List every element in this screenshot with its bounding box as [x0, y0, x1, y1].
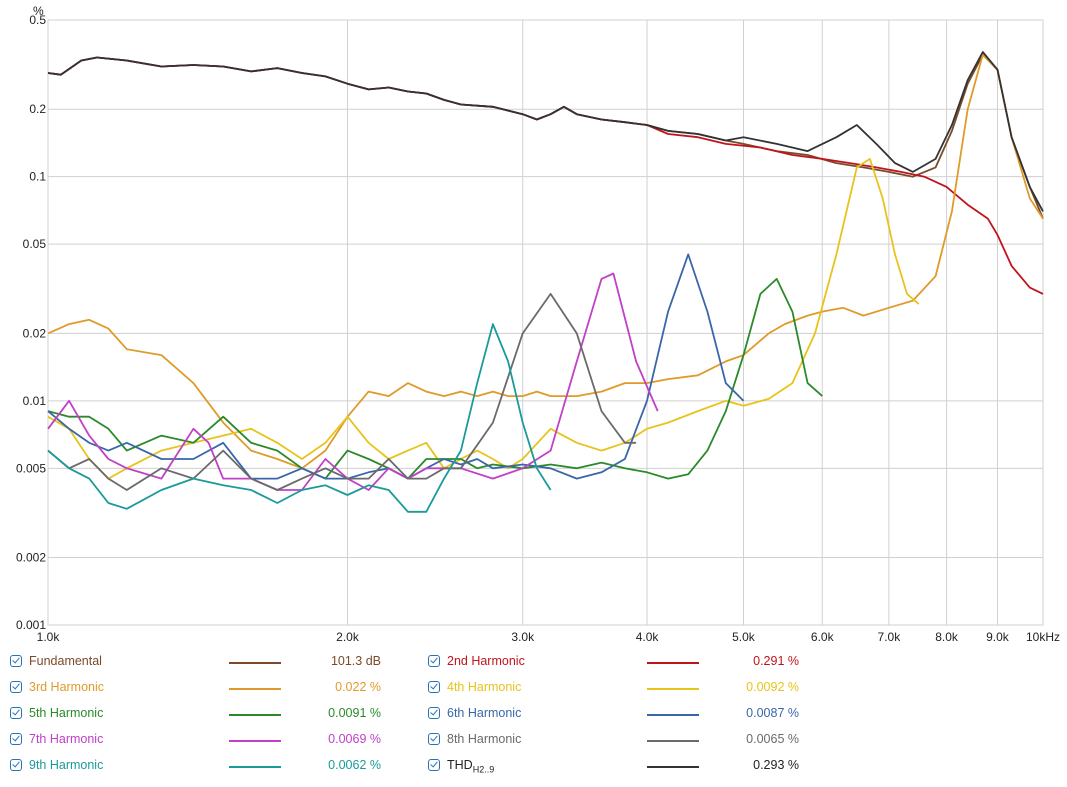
legend-label: 2nd Harmonic [447, 654, 525, 668]
y-tick-label: 0.5 [29, 13, 46, 27]
legend-label: 8th Harmonic [447, 732, 521, 746]
legend-item-2nd-harmonic: 2nd Harmonic 0.291 % [428, 652, 801, 674]
series-line-9th-harmonic [47, 323, 552, 513]
legend-item-5th-harmonic: 5th Harmonic 0.0091 % [10, 704, 383, 726]
legend-label-text: 8th Harmonic [447, 732, 522, 746]
legend-swatch [229, 766, 281, 768]
x-tick-label: 8.0k [935, 630, 959, 644]
x-tick-label: 4.0k [636, 630, 660, 644]
x-tick-label: 2.0k [336, 630, 360, 644]
x-tick-label: 5.0k [732, 630, 756, 644]
y-tick-label: 0.01 [23, 394, 47, 408]
y-tick-label: 0.05 [23, 237, 47, 251]
legend-item-thd: THDH2..9 0.293 % [428, 756, 801, 778]
legend-item-4th-harmonic: 4th Harmonic 0.0092 % [428, 678, 801, 700]
legend-value: 0.291 % [753, 654, 799, 668]
legend-swatch [229, 662, 281, 664]
x-tick-label: 6.0k [811, 630, 835, 644]
legend-item-9th-harmonic: 9th Harmonic 0.0062 % [10, 756, 383, 778]
x-tick-label: 3.0k [511, 630, 535, 644]
legend-label-subscript: H2..9 [472, 764, 495, 775]
legend-label: THDH2..9 [447, 758, 494, 775]
legend-value: 0.293 % [753, 758, 799, 772]
legend-item-7th-harmonic: 7th Harmonic 0.0069 % [10, 730, 383, 752]
series-line-5th-harmonic [47, 278, 823, 480]
y-tick-label: 0.1 [29, 170, 46, 184]
legend-value: 101.3 dB [330, 654, 381, 668]
legend-label-text: 6th Harmonic [447, 706, 522, 720]
grid [47, 19, 1044, 626]
legend-label: 4th Harmonic [447, 680, 521, 694]
legend-label-text: 2nd Harmonic [447, 654, 525, 668]
legend-label-text: 7th Harmonic [29, 732, 104, 746]
legend-label: 7th Harmonic [29, 732, 103, 746]
legend-value: 0.0091 % [328, 706, 381, 720]
series-line-4th-harmonic [47, 158, 920, 480]
series-lines [47, 51, 1044, 513]
legend-checkbox-thd[interactable] [428, 759, 440, 771]
y-tick-label: 0.005 [16, 461, 46, 475]
legend-label: 9th Harmonic [29, 758, 103, 772]
legend-checkbox-fundamental[interactable] [10, 655, 22, 667]
legend-label: 5th Harmonic [29, 706, 103, 720]
legend-item-8th-harmonic: 8th Harmonic 0.0065 % [428, 730, 801, 752]
legend-label-text: 9th Harmonic [29, 758, 104, 772]
x-tick-label: 10kHz [1026, 630, 1060, 644]
legend-swatch [647, 740, 699, 742]
y-tick-label: 0.001 [16, 618, 46, 632]
series-line-3rd-harmonic [47, 53, 1044, 470]
legend-checkbox-8th-harmonic[interactable] [428, 733, 440, 745]
series-line-7th-harmonic [47, 272, 659, 491]
legend-checkbox-5th-harmonic[interactable] [10, 707, 22, 719]
y-axis-unit: % [33, 4, 44, 18]
x-tick-label: 7.0k [878, 630, 902, 644]
legend-label-text: 5th Harmonic [29, 706, 104, 720]
series-line-thd [47, 51, 1044, 212]
legend-label-text: 3rd Harmonic [29, 680, 105, 694]
legend-checkbox-4th-harmonic[interactable] [428, 681, 440, 693]
legend-swatch [229, 714, 281, 716]
axis-ticks: 1.0k 2.0k 3.0k 4.0k 5.0k 6.0k 7.0k 8.0k 9.0k 10kH… [16, 4, 1060, 644]
y-tick-label: 0.002 [16, 551, 46, 565]
legend-label: 3rd Harmonic [29, 680, 104, 694]
legend-label-text: 4th Harmonic [447, 680, 522, 694]
legend-swatch [647, 766, 699, 768]
legend-label-text: THD [447, 758, 473, 772]
series-line-8th-harmonic [47, 293, 637, 491]
y-tick-label: 0.02 [23, 326, 47, 340]
legend-value: 0.0062 % [328, 758, 381, 772]
distortion-chart: 1.0k 2.0k 3.0k 4.0k 5.0k 6.0k 7.0k 8.0k 9.0k 10kH… [16, 4, 1060, 644]
legend-label: Fundamental [29, 654, 102, 668]
x-tick-label: 1.0k [37, 630, 61, 644]
legend-value: 0.0092 % [746, 680, 799, 694]
legend-swatch [647, 714, 699, 716]
series-line-2nd-harmonic [47, 56, 1044, 295]
legend-value: 0.0069 % [328, 732, 381, 746]
legend-label-text: Fundamental [29, 654, 102, 668]
plot-frame [47, 19, 1044, 626]
legend-item-3rd-harmonic: 3rd Harmonic 0.022 % [10, 678, 383, 700]
legend-swatch [647, 688, 699, 690]
legend: Fundamental 101.3 dB 2nd Harmonic 0.291 % 3r… [0, 652, 1067, 787]
legend-value: 0.022 % [335, 680, 381, 694]
series-line-fundamental [47, 53, 1044, 219]
x-tick-label: 9.0k [986, 630, 1010, 644]
legend-checkbox-2nd-harmonic[interactable] [428, 655, 440, 667]
legend-checkbox-9th-harmonic[interactable] [10, 759, 22, 771]
legend-item-fundamental: Fundamental 101.3 dB [10, 652, 383, 674]
legend-label: 6th Harmonic [447, 706, 521, 720]
y-tick-label: 0.2 [29, 102, 46, 116]
legend-value: 0.0087 % [746, 706, 799, 720]
legend-checkbox-3rd-harmonic[interactable] [10, 681, 22, 693]
legend-swatch [647, 662, 699, 664]
legend-checkbox-7th-harmonic[interactable] [10, 733, 22, 745]
legend-checkbox-6th-harmonic[interactable] [428, 707, 440, 719]
legend-value: 0.0065 % [746, 732, 799, 746]
legend-swatch [229, 740, 281, 742]
legend-swatch [229, 688, 281, 690]
legend-item-6th-harmonic: 6th Harmonic 0.0087 % [428, 704, 801, 726]
